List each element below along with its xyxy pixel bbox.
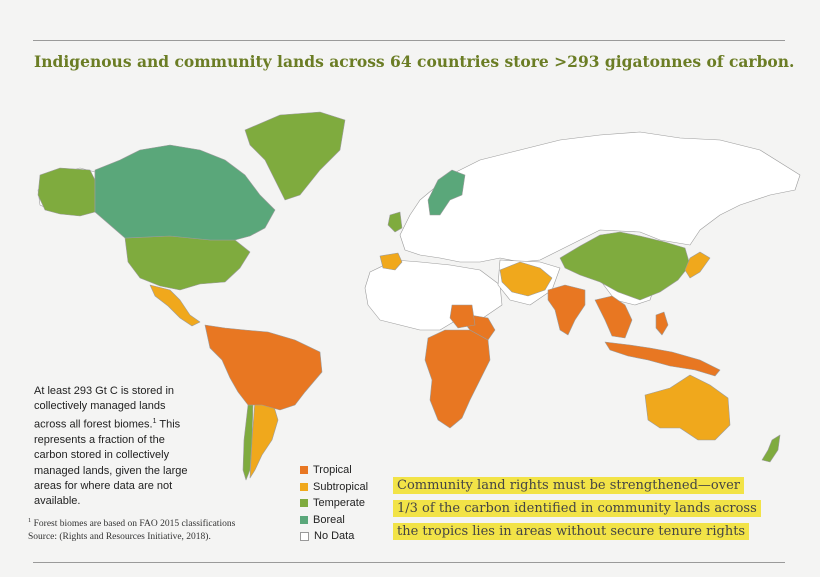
legend-label-nodata: No Data [314,530,355,543]
highlight-callout: Community land rights must be strengthen… [393,474,761,543]
region-philippines-tropical [655,311,669,336]
footnote-text-1: Forest biomes are based on FAO 2015 clas… [31,519,236,530]
region-usa-temperate [124,235,251,291]
region-sahel-tropical [449,304,476,329]
region-mexico-subtropical [149,284,201,327]
region-alaska-temperate [37,167,96,217]
footnote-line-2: Source: (Rights and Resources Initiative… [28,532,211,543]
region-china-temperate [559,231,691,301]
highlight-line-2: 1/3 of the carbon identified in communit… [393,500,761,517]
legend-swatch-tropical [300,466,308,475]
legend-item-subtropical: Subtropical [300,479,368,496]
region-indochina-tropical [594,295,633,339]
region-japan-subtropical [684,251,711,279]
highlight-line-3: the tropics lies in areas without secure… [393,523,750,540]
region-indonesia-tropical [604,341,721,377]
note-text-1: At least 293 Gt C is stored in collectiv… [34,385,175,432]
legend-swatch-boreal [300,515,308,524]
legend-item-nodata: No Data [300,528,368,545]
legend-swatch-nodata [300,531,309,541]
region-greenland-temperate [244,111,346,201]
footnote-line-1: 1 Forest biomes are based on FAO 2015 cl… [28,514,235,531]
region-eurasia-nodata [399,131,801,263]
footnote: 1 Forest biomes are based on FAO 2015 cl… [28,514,235,544]
region-latin-america-tropical [204,324,323,411]
map-title: Indigenous and community lands across 64… [34,52,795,71]
region-chile-temperate [242,404,254,481]
carbon-note: At least 293 Gt C is stored in collectiv… [34,384,194,509]
region-india-tropical [547,284,586,336]
note-text-2: This represents a fraction of the carbon… [34,419,188,508]
legend-swatch-temperate [300,499,308,508]
legend-label-tropical: Tropical [313,464,352,477]
bottom-rule [33,562,785,563]
region-canada-boreal [94,144,276,241]
region-iran-subtropical [499,261,553,297]
region-argentina-subtropical [249,399,279,479]
legend-item-temperate: Temperate [300,495,368,512]
region-scandinavia-boreal [427,169,466,216]
legend-item-tropical: Tropical [300,462,368,479]
legend-swatch-subtropical [300,482,308,491]
region-australia-subtropical [644,374,731,441]
region-uk-temperate [387,211,403,233]
region-nz-temperate [761,434,781,463]
legend: Tropical Subtropical Temperate Boreal No… [300,462,368,545]
region-central-africa-tropical [424,329,491,429]
legend-label-boreal: Boreal [313,513,345,526]
legend-label-temperate: Temperate [313,497,365,510]
top-rule [33,40,785,41]
note-sup: 1 [152,418,157,426]
legend-item-boreal: Boreal [300,512,368,529]
legend-label-subtropical: Subtropical [313,480,369,493]
footnote-sup: 1 [28,517,32,524]
highlight-line-1: Community land rights must be strengthen… [393,477,744,494]
region-spain-subtropical [379,252,403,271]
